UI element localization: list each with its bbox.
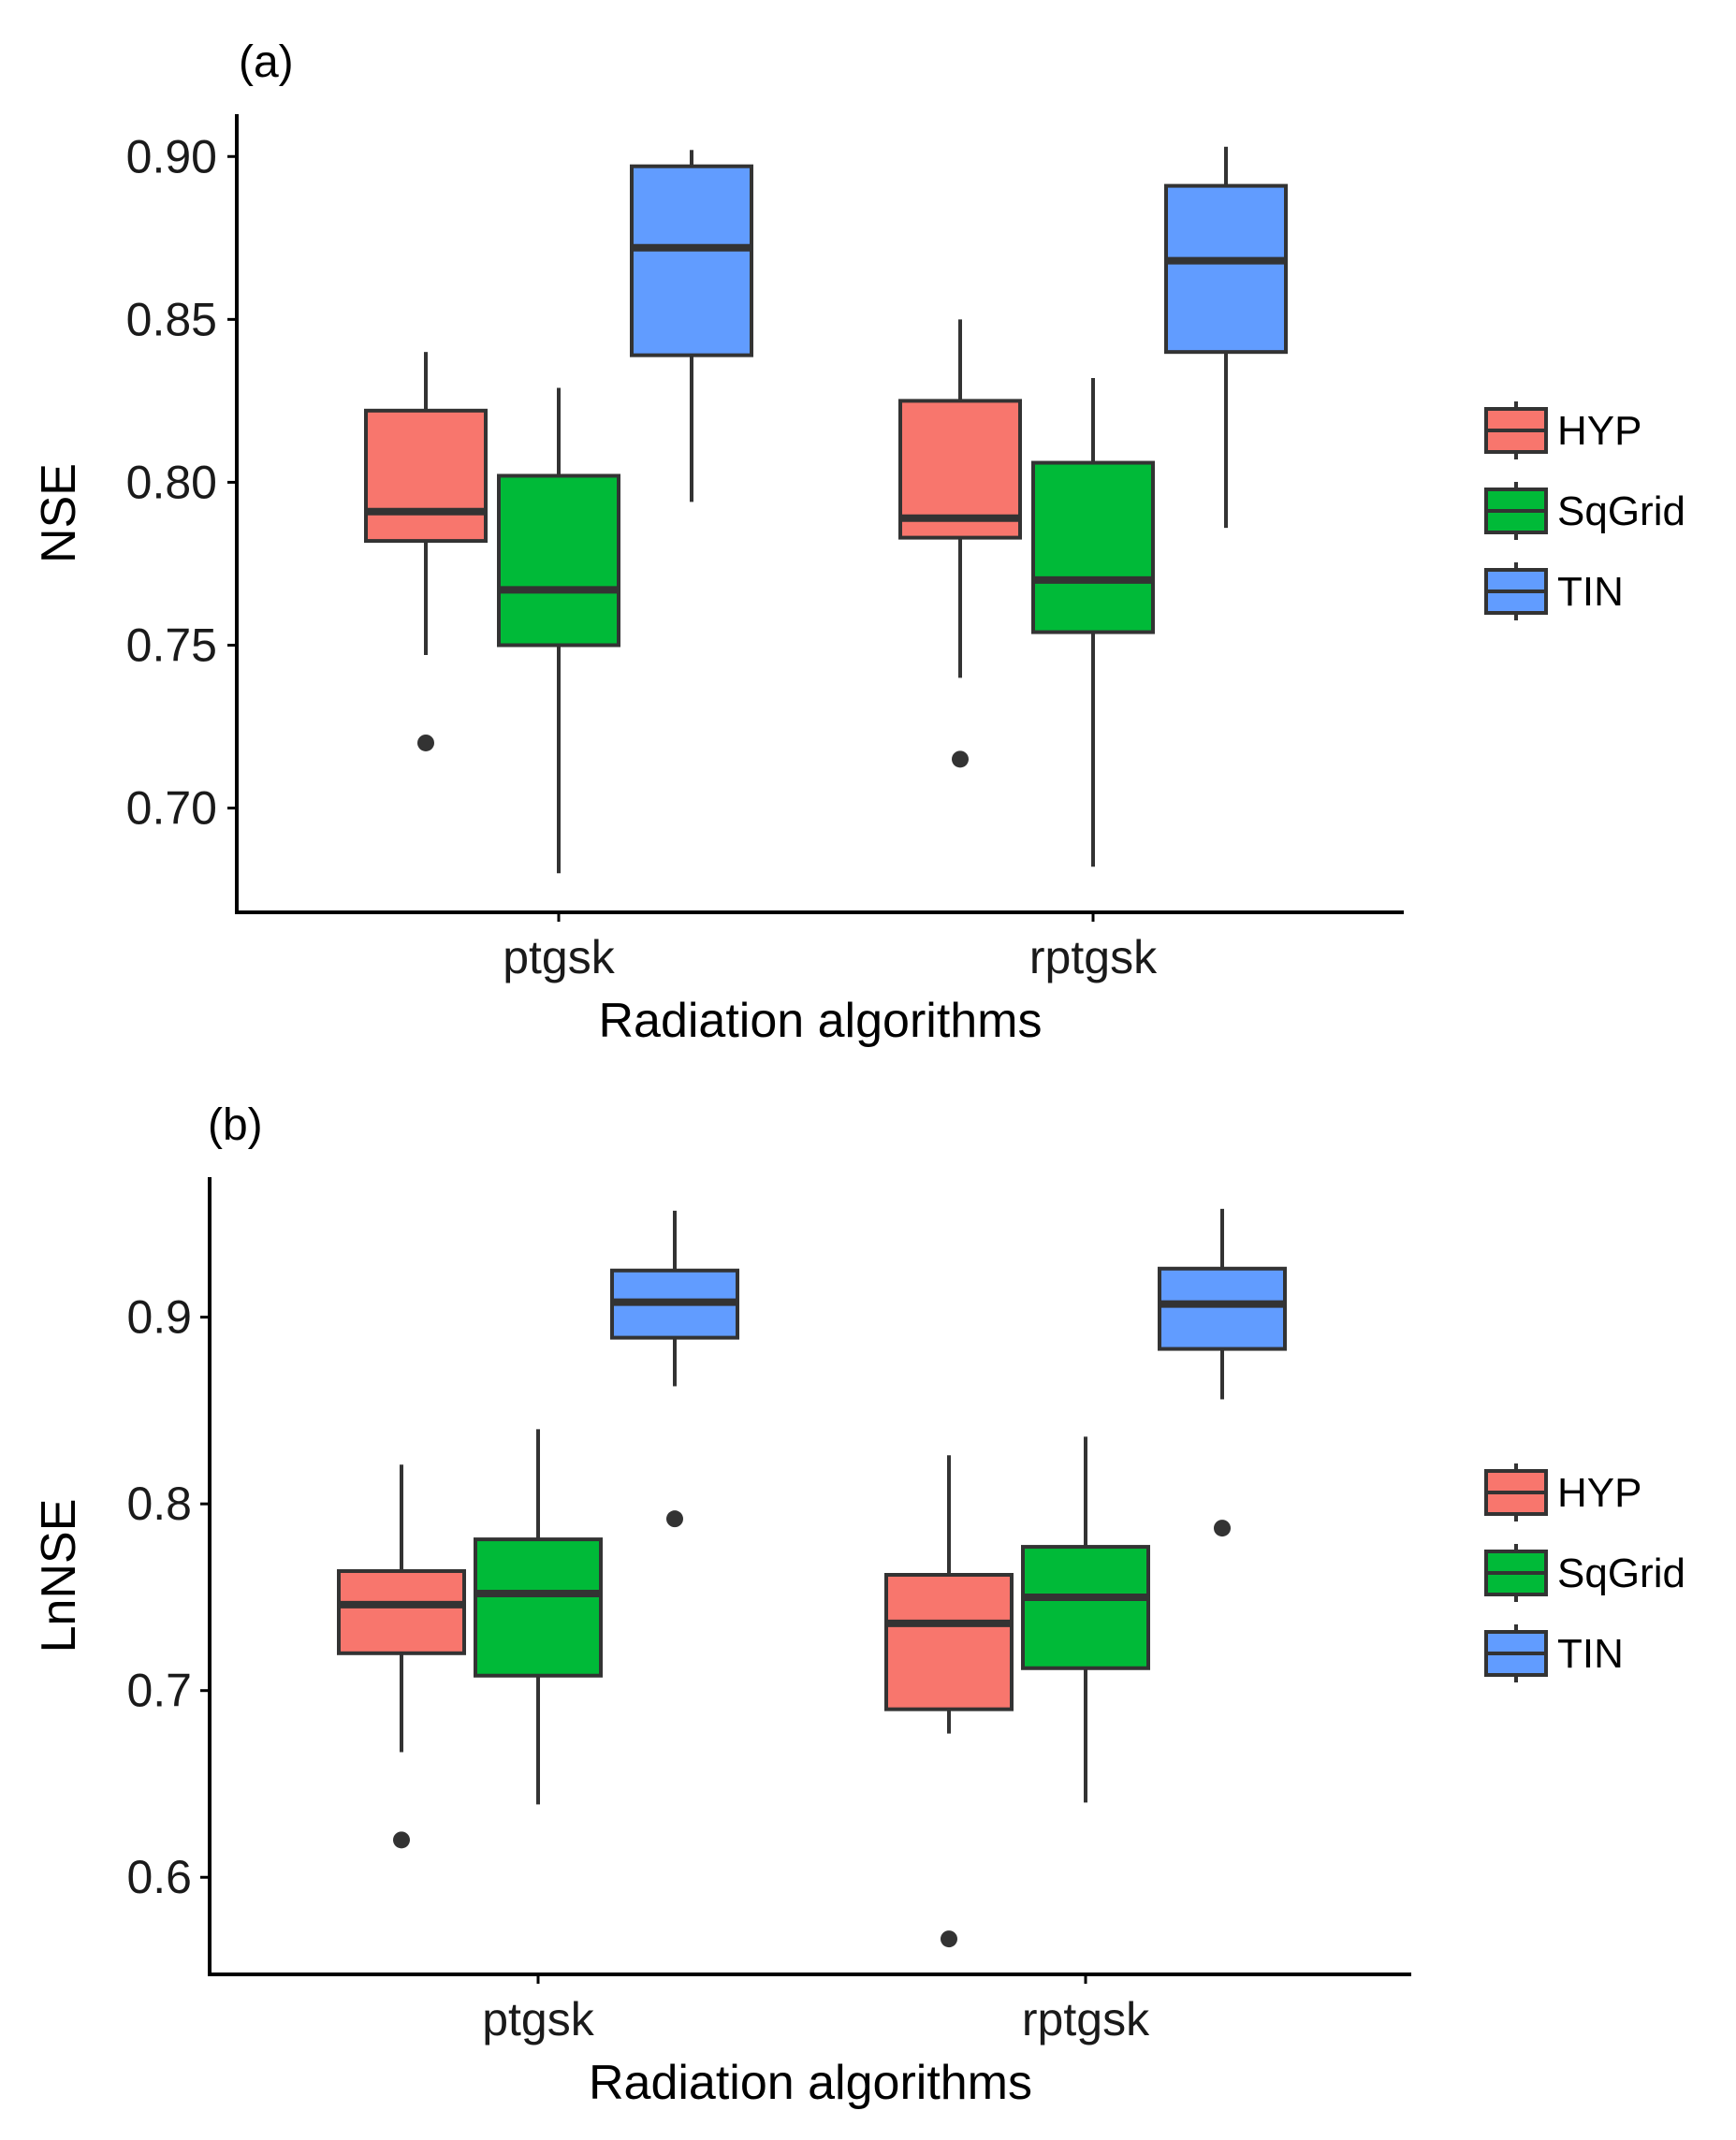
legend-item-tin: TIN [1484,562,1624,620]
box-sqgrid-ptgsk [497,387,620,874]
legend-item-hyp: HYP [1484,1463,1641,1521]
legend-label: HYP [1557,408,1641,454]
box-hyp-rptgsk [884,1455,1014,1948]
y-axis-title: NSE [32,463,86,563]
legend: HYP SqGrid TIN [1484,401,1685,620]
box-iqr [1021,1545,1150,1670]
box-iqr [884,1573,1014,1711]
box-iqr [497,473,620,648]
chart-panel-2: 0.6 0.7 0.8 0.9 ptgsk rptgsk Radiation algorit… [32,1100,1685,2110]
box-tin-ptgsk [630,150,753,502]
x-tick-label: rptgsk [1022,1993,1150,2045]
y-tick-label: 0.9 [126,1291,192,1344]
x-tick-label: ptgsk [503,931,616,983]
legend-item-hyp: HYP [1484,401,1641,459]
box-iqr [1031,460,1155,634]
legend-label: SqGrid [1557,1550,1685,1596]
box-iqr [474,1537,603,1678]
y-tick-label: 0.80 [126,456,217,508]
y-tick-label: 0.75 [126,619,217,672]
y-axis-title: LnNSE [32,1499,86,1653]
outlier-point [952,750,969,768]
y-tick-label: 0.85 [126,293,217,345]
x-tick-label: rptgsk [1029,931,1158,983]
axis-lines [208,1177,1411,1976]
legend: HYP SqGrid TIN [1484,1463,1685,1682]
box-iqr [1164,183,1288,355]
box-hyp-ptgsk [364,352,488,751]
box-iqr [337,1569,466,1655]
y-tick-label: 0.70 [126,782,217,835]
outlier-point [941,1930,957,1948]
x-tick-label: ptgsk [482,1993,595,2045]
legend-label: SqGrid [1557,488,1685,534]
outlier-point [393,1831,410,1849]
legend-label: TIN [1557,569,1624,615]
box-tin-rptgsk [1164,146,1288,529]
box-iqr [364,408,488,544]
chart-panel-1: 0.70 0.75 0.80 0.85 0.90 ptgsk rptgsk Radiation… [32,37,1685,1048]
x-axis-title: Radiation algorithms [589,2056,1032,2110]
box-sqgrid-ptgsk [474,1429,603,1805]
box-iqr [630,164,753,357]
box-hyp-rptgsk [898,319,1022,768]
y-tick-label: 0.7 [126,1665,192,1717]
box-sqgrid-rptgsk [1031,378,1155,867]
panel-label: (a) [239,37,294,87]
outlier-point [666,1510,683,1528]
outlier-point [1214,1520,1231,1537]
legend-item-tin: TIN [1484,1624,1624,1682]
legend-item-sqgrid: SqGrid [1484,482,1685,540]
box-tin-ptgsk [610,1210,739,1528]
box-iqr [1158,1266,1287,1351]
panel-label: (b) [208,1100,263,1150]
axis-lines [235,114,1404,914]
box-tin-rptgsk [1158,1208,1287,1537]
legend-label: HYP [1557,1470,1641,1516]
x-axis-title: Radiation algorithms [598,994,1042,1048]
y-tick-label: 0.6 [126,1851,192,1903]
box-sqgrid-rptgsk [1021,1436,1150,1803]
y-tick-label: 0.8 [126,1478,192,1530]
box-hyp-ptgsk [337,1464,466,1849]
outlier-point [417,734,434,751]
y-tick-label: 0.90 [126,130,217,182]
legend-item-sqgrid: SqGrid [1484,1544,1685,1602]
legend-label: TIN [1557,1631,1624,1677]
